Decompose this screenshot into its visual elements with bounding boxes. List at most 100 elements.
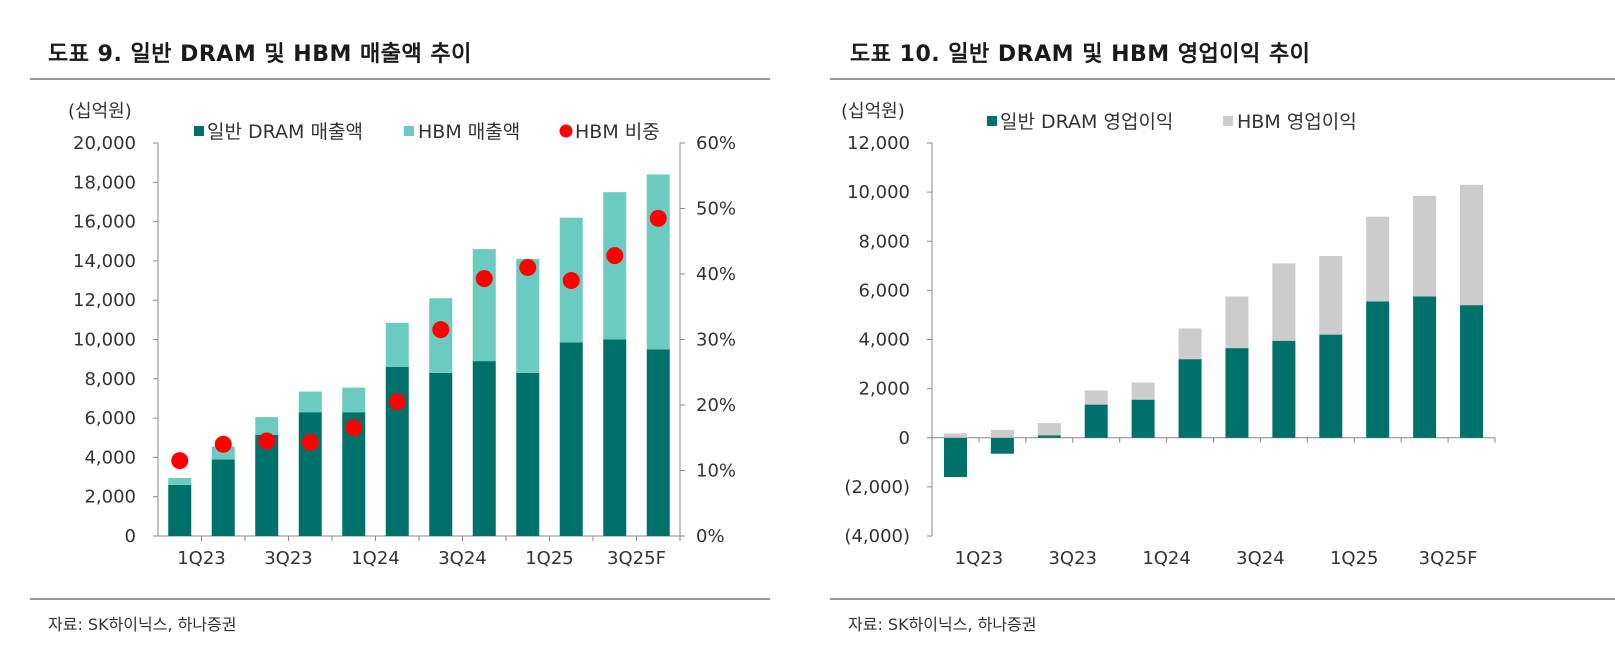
legend-label-hbm-profit: HBM 영업이익 <box>1237 111 1357 133</box>
hbm-revenue-bar <box>298 391 322 413</box>
hbm-share-point <box>432 321 450 339</box>
dram-profit-bar <box>1131 399 1155 438</box>
dram-revenue-bar <box>168 484 192 536</box>
left-x-tick-label: 1Q25 <box>525 548 574 569</box>
left-top-rule <box>30 78 770 80</box>
hbm-revenue-bar <box>472 249 496 362</box>
dram-revenue-bar <box>472 361 496 536</box>
hbm-share-point <box>214 435 232 453</box>
legend-label-hbm-revenue: HBM 매출액 <box>418 121 520 143</box>
legend-label-dram-profit: 일반 DRAM 영업이익 <box>1000 111 1173 133</box>
dram-revenue-bar <box>385 367 409 536</box>
legend-swatch-hbm-profit <box>1223 116 1233 126</box>
left-y-tick-label: 10,000 <box>73 330 136 351</box>
dram-revenue-bar <box>559 342 583 536</box>
dram-revenue-bar <box>516 372 540 536</box>
hbm-revenue-bar <box>385 322 409 368</box>
right-x-tick-label: 1Q25 <box>1330 548 1379 569</box>
dram-revenue-bar <box>211 459 235 536</box>
hbm-profit-bar <box>1084 390 1108 405</box>
legend-swatch-hbm-revenue <box>404 126 414 136</box>
right-x-tick-label: 3Q24 <box>1236 548 1285 569</box>
left-y-tick-label: 4,000 <box>84 447 136 468</box>
right-y-tick-label: (4,000) <box>844 526 910 547</box>
left-chart-panel: 도표 9. 일반 DRAM 및 HBM 매출액 추이 (십억원) 0 2,000 4,… <box>0 0 800 666</box>
hbm-profit-bar <box>1272 263 1296 341</box>
hbm-share-point <box>475 270 493 288</box>
dram-profit-bar <box>1460 305 1484 438</box>
legend-label-dram-revenue: 일반 DRAM 매출액 <box>207 121 363 143</box>
dram-profit-bar <box>990 437 1014 454</box>
right-bottom-rule <box>830 598 1615 600</box>
hbm-share-point <box>301 433 319 451</box>
hbm-profit-bar <box>1225 296 1249 349</box>
right-chart-svg: (십억원) (4,000) (2,000) 0 2,000 4,000 6,000 8,000… <box>841 101 1496 569</box>
left-y-tick-label: 6,000 <box>84 408 136 429</box>
hbm-profit-bar <box>1460 184 1484 306</box>
legend-swatch-dram-revenue <box>194 126 204 136</box>
hbm-share-point <box>258 432 276 450</box>
left-y-tick-label: 8,000 <box>84 369 136 390</box>
right-x-tick-label: 3Q23 <box>1048 548 1097 569</box>
left-x-tick-label: 3Q23 <box>264 548 313 569</box>
right-chart-title: 도표 10. 일반 DRAM 및 HBM 영업이익 추이 <box>850 42 1311 67</box>
right-x-tick-label: 1Q23 <box>955 548 1004 569</box>
left-unit-label: (십억원) <box>68 101 132 122</box>
left-y-tick-label: 14,000 <box>73 251 136 272</box>
hbm-profit-bar <box>1366 216 1390 302</box>
right-y-tick-label: 2,000 <box>858 379 910 400</box>
hbm-revenue-bar <box>255 417 279 435</box>
dram-revenue-bar <box>646 349 670 536</box>
right-y-tick-label: 6,000 <box>858 280 910 301</box>
right-chart-panel: 도표 10. 일반 DRAM 및 HBM 영업이익 추이 (십억원) (4,000… <box>830 0 1615 666</box>
dram-revenue-bar <box>342 412 366 536</box>
left-y-tick-label: 16,000 <box>73 212 136 233</box>
left-y2-tick-label: 60% <box>696 133 736 154</box>
hbm-share-point <box>606 247 624 265</box>
dram-revenue-bar <box>255 434 279 536</box>
left-y2-tick-label: 50% <box>696 199 736 220</box>
dram-revenue-bar <box>603 339 627 536</box>
right-y-tick-label: 8,000 <box>858 231 910 252</box>
left-bottom-rule <box>30 598 770 600</box>
right-unit-label: (십억원) <box>841 101 905 122</box>
dram-profit-bar <box>1037 435 1061 438</box>
right-x-tick-label: 3Q25F <box>1419 548 1478 569</box>
left-y-tick-label: 20,000 <box>73 133 136 154</box>
dram-profit-bar <box>943 437 967 478</box>
left-y2-tick-label: 10% <box>696 461 736 482</box>
left-source-note: 자료: SK하이닉스, 하나증권 <box>48 615 237 634</box>
hbm-share-point <box>562 272 580 290</box>
dram-profit-bar <box>1319 334 1343 438</box>
left-x-tick-label: 1Q23 <box>177 548 226 569</box>
hbm-share-point <box>345 419 363 437</box>
hbm-revenue-bar <box>342 387 366 413</box>
right-source-note: 자료: SK하이닉스, 하나증권 <box>848 615 1037 634</box>
hbm-revenue-bar <box>516 258 540 373</box>
right-y-tick-label: 4,000 <box>858 330 910 351</box>
right-y-tick-label: 10,000 <box>847 182 910 203</box>
left-y-tick-label: 18,000 <box>73 172 136 193</box>
legend-swatch-hbm-share <box>559 124 573 138</box>
hbm-profit-bar <box>943 433 967 438</box>
hbm-share-point <box>649 209 667 227</box>
left-y2-tick-label: 40% <box>696 264 736 285</box>
dram-revenue-bar <box>298 412 322 536</box>
hbm-profit-bar <box>990 429 1014 438</box>
hbm-profit-bar <box>1037 423 1061 436</box>
left-chart-title: 도표 9. 일반 DRAM 및 HBM 매출액 추이 <box>48 42 472 67</box>
right-y-tick-label: 0 <box>899 428 910 449</box>
dram-profit-bar <box>1225 348 1249 438</box>
right-x-tick-label: 1Q24 <box>1142 548 1191 569</box>
dram-profit-bar <box>1366 301 1390 438</box>
hbm-profit-bar <box>1319 255 1343 335</box>
dram-profit-bar <box>1413 296 1437 438</box>
right-y-tick-label: (2,000) <box>844 477 910 498</box>
hbm-share-point <box>171 452 189 470</box>
left-y-tick-label: 2,000 <box>84 487 136 508</box>
hbm-profit-bar <box>1131 382 1155 400</box>
left-x-tick-label: 1Q24 <box>351 548 400 569</box>
right-y-tick-label: 12,000 <box>847 133 910 154</box>
hbm-share-point <box>519 258 537 276</box>
hbm-revenue-bar <box>168 478 192 485</box>
